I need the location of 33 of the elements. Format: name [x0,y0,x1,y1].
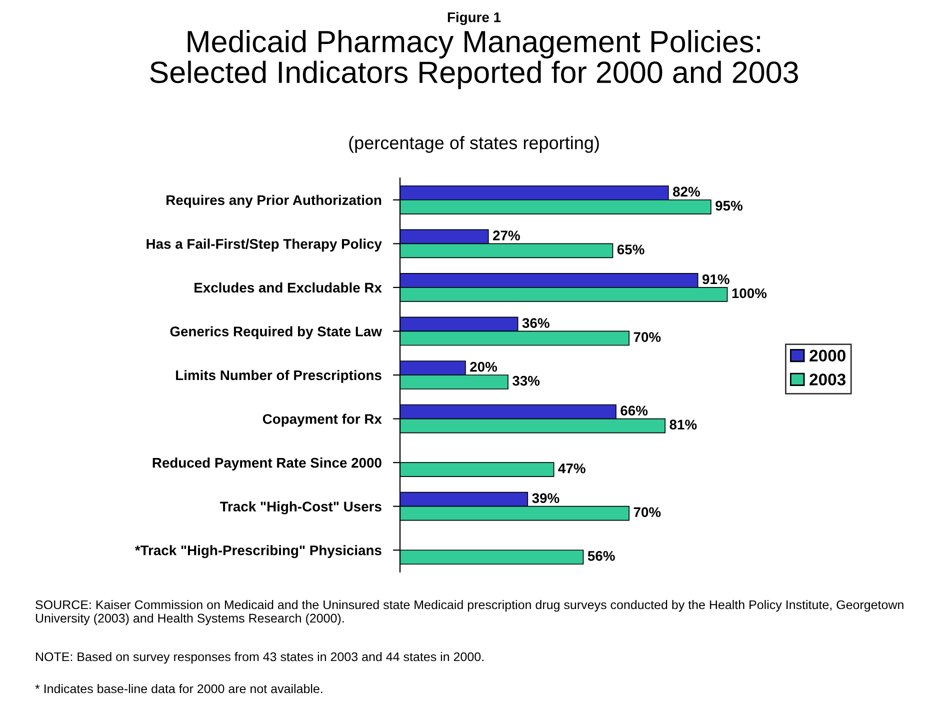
text: NOTE: Based on survey responses from 43 states in 2003 and 44 states in 2000. [36,652,484,664]
data-label: 56% [588,551,615,561]
legend-label: 2003 [810,374,846,386]
legend-label: 2000 [810,350,846,362]
chart-title: Medicaid Pharmacy Management Policies: Selected Indicators Reported for 2000 and 2003 [150,30,798,90]
y-tick-label: Limits Number of Prescriptions [176,370,382,383]
y-tick-label: *Track "High-Prescribing" Physicians [134,545,382,558]
data-label: 81% [670,420,697,430]
y-tick-label: Reduced Payment Rate Since 2000 [152,458,382,470]
source-note: SOURCE: Kaiser Commission on Medicaid and the Uninsured state Medicaid prescription drug surveys conducted by the Health Policy Institute, Georgetown University (2003) and Health Systems Research (2000). [36,600,904,626]
data-label: 100% [732,288,767,298]
data-label: 20% [470,362,498,372]
data-label: 95% [716,200,743,211]
data-label: 91% [702,274,730,284]
y-tick-label: Requires any Prior Authorization [166,194,382,208]
data-label: 47% [558,463,586,474]
chart-subtitle: (percentage of states reporting) [349,136,599,153]
y-tick-label: Track "High-Cost" Users [220,501,382,514]
y-tick-label: Has a Fail-First/Step Therapy Policy [146,238,382,252]
data-label: 39% [532,493,560,504]
data-label: 27% [493,230,520,240]
data-label: 33% [512,376,540,386]
data-label: 36% [522,318,550,328]
data-label: 70% [634,332,661,342]
y-tick-label: Copayment for Rx [262,414,382,427]
y-tick-label: Generics Required by State Law [170,326,382,340]
data-label: 82% [672,186,700,197]
data-label: 66% [620,406,648,416]
data-label: 65% [617,244,644,254]
data-label: 70% [634,507,661,518]
caption: Figure 1 [448,12,501,26]
y-tick-label: Excludes and Excludable Rx [194,282,382,293]
text: * Indicates base-line data for 2000 are not available. [35,684,322,694]
